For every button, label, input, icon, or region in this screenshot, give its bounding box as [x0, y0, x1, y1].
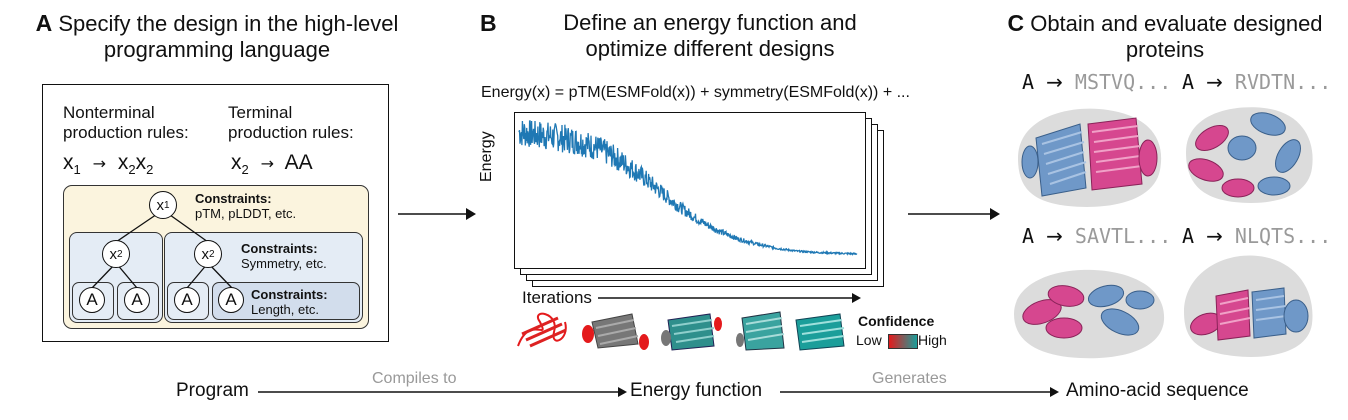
design-2-sequence: A → RVDTN... [1182, 70, 1332, 94]
panel-a-title: A Specify the design in the high-level p… [32, 10, 402, 63]
nonterminal-label: Nonterminal production rules: [63, 103, 189, 143]
panel-c-title-line1: Obtain and evaluate designed [1030, 11, 1323, 36]
arrow-energy-to-sequence [780, 387, 1059, 397]
protein-design-4 [1184, 255, 1313, 357]
nonterminal-line2: production rules: [63, 123, 189, 142]
panel-b-letter: B [480, 10, 497, 36]
energy-function-label: Energy function [630, 380, 763, 401]
terminal-line1: Terminal [228, 103, 293, 122]
thumb-mid-low-confidence [582, 313, 649, 350]
panel-b-title-line2: optimize different designs [585, 36, 835, 61]
arrow-a-to-b [398, 208, 476, 220]
leaf-a-3: A [174, 287, 200, 313]
thumb-mid-high-confidence [736, 311, 785, 351]
energy-line-plot [518, 120, 858, 256]
root-constraints: Constraints: pTM, pLDDT, etc. [195, 191, 297, 221]
terminal-rule: x2 → AA [231, 151, 313, 178]
nonterminal-line1: Nonterminal [63, 103, 155, 122]
leaf-a-2: A [124, 287, 150, 313]
protein-design-1 [1018, 108, 1162, 207]
confidence-gradient [888, 334, 918, 349]
confidence-high-label: High [918, 332, 947, 348]
energy-plot-frame [514, 112, 866, 269]
panel-a-letter: A [35, 10, 53, 36]
terminal-line2: production rules: [228, 123, 354, 142]
energy-trace [518, 120, 858, 256]
protein-design-3 [1014, 269, 1165, 359]
leaf-a-1: A [79, 287, 105, 313]
iterations-axis-label: Iterations [522, 288, 592, 307]
protein-thumbnails [517, 311, 845, 351]
protein-design-2 [1186, 107, 1313, 203]
confidence-legend-title: Confidence [858, 313, 935, 329]
energy-axis-label: Energy [478, 131, 495, 182]
design-1-sequence: A → MSTVQ... [1022, 70, 1172, 94]
arrow-program-to-energy [258, 387, 627, 397]
thumb-high-confidence [795, 313, 845, 351]
design-3-sequence: A → SAVTL... [1022, 224, 1172, 248]
panel-c-letter: C [1007, 10, 1025, 36]
program-box: Nonterminal production rules: Terminal p… [42, 84, 389, 342]
confidence-low-label: Low [856, 332, 882, 348]
arrow-b-to-c [908, 208, 1000, 220]
panel-b-title: Define an energy function and optimize d… [520, 10, 900, 62]
panel-a-title-line1: Specify the design in the high-level [58, 11, 399, 36]
compiles-to-label: Compiles to [372, 370, 457, 387]
panel-c-title-line2: proteins [1125, 37, 1205, 62]
mid-constraints: Constraints: Symmetry, etc. [241, 241, 327, 271]
nonterminal-rule: x1 → x2x2 [63, 151, 154, 178]
thumb-mid-confidence [661, 313, 722, 351]
design-4-sequence: A → NLQTS... [1182, 224, 1332, 248]
panel-a-title-line2: programming language [103, 37, 331, 62]
leaf-a-4: A [218, 287, 244, 313]
program-label: Program [176, 380, 249, 401]
terminal-label: Terminal production rules: [228, 103, 354, 143]
panel-c-title: C Obtain and evaluate designed proteins [1000, 10, 1330, 63]
iterations-arrow [598, 293, 861, 303]
amino-acid-sequence-label: Amino-acid sequence [1066, 380, 1249, 401]
generates-label: Generates [872, 370, 947, 387]
leaf-constraints: Constraints: Length, etc. [251, 287, 328, 317]
panel-b-title-line1: Define an energy function and [563, 10, 857, 35]
energy-equation: Energy(x) = pTM(ESMFold(x)) + symmetry(E… [481, 84, 910, 101]
thumb-low-confidence [517, 312, 567, 348]
